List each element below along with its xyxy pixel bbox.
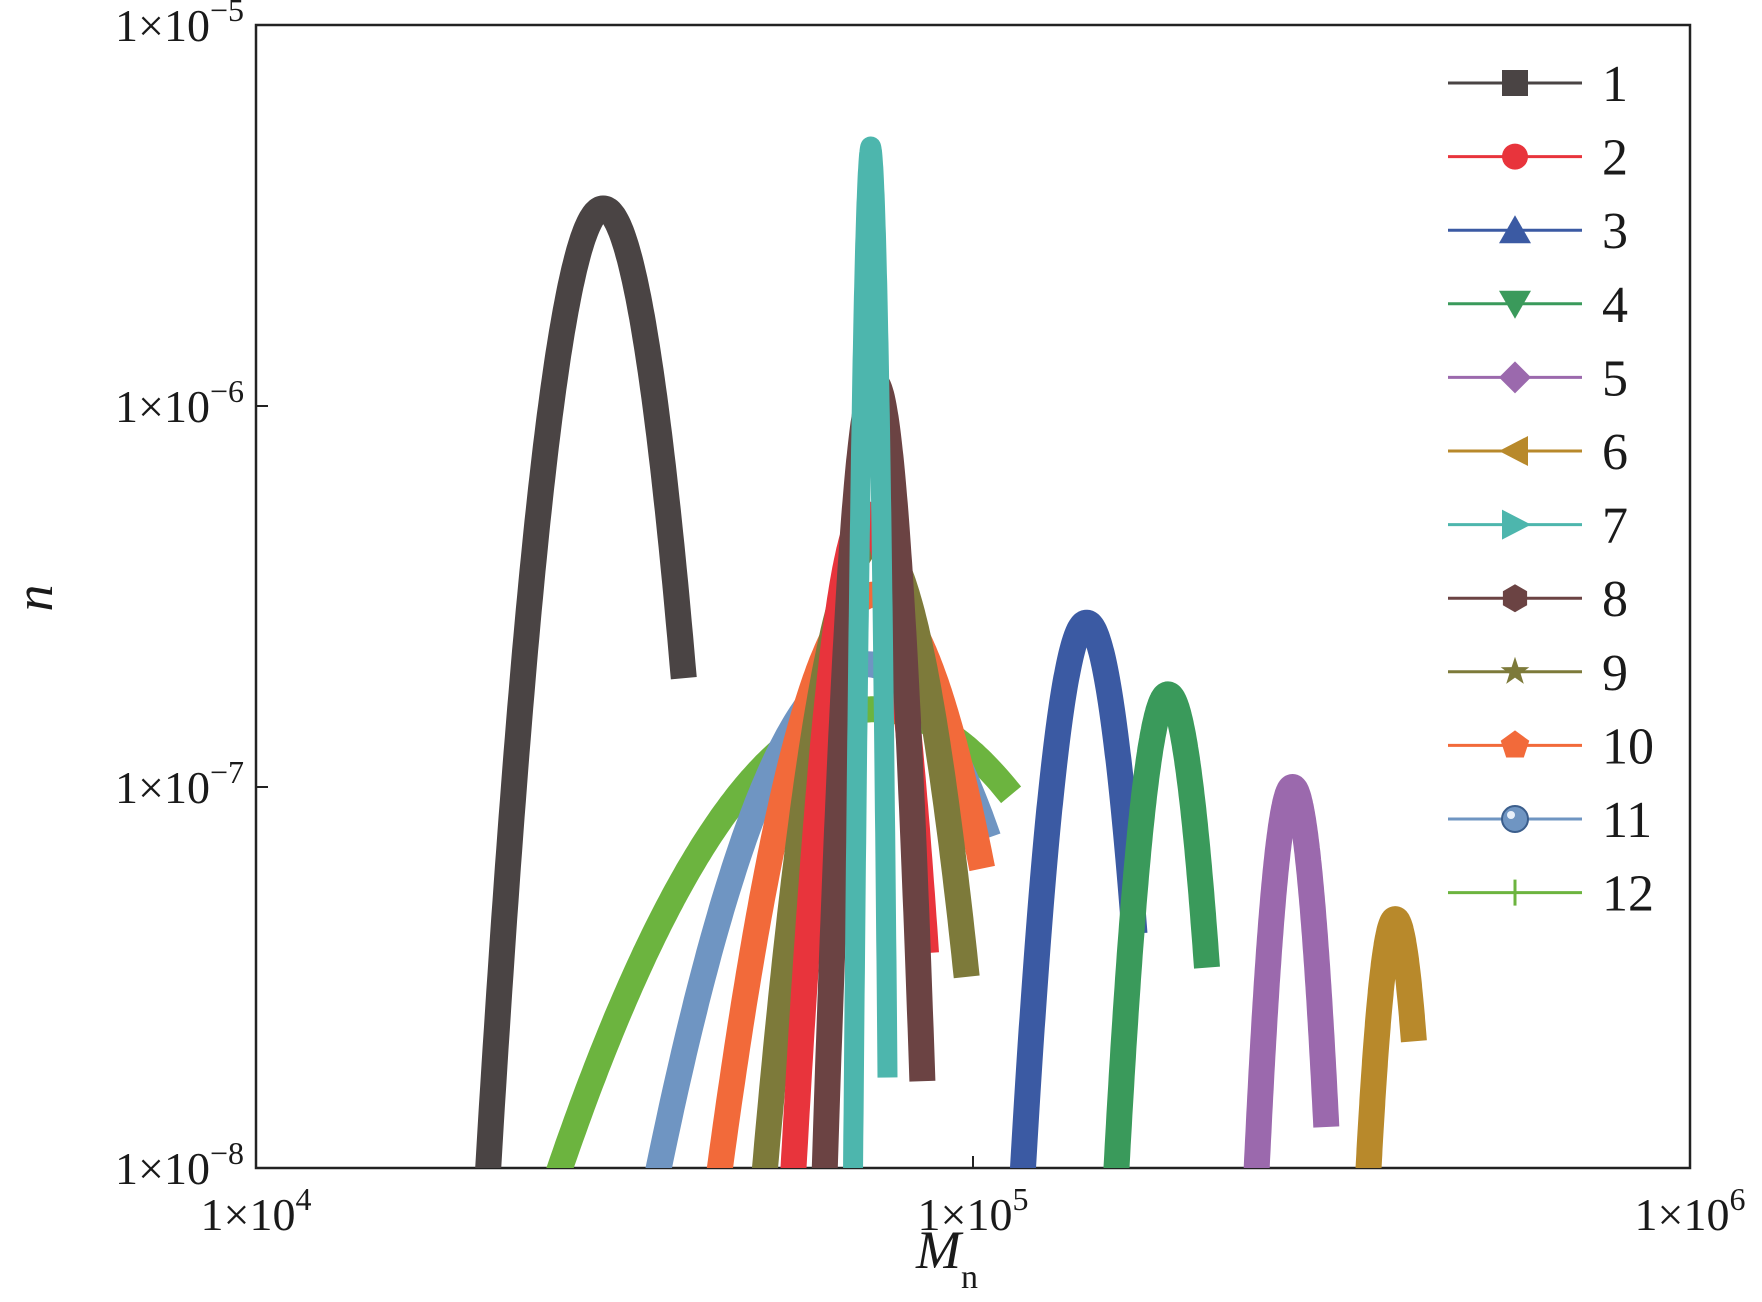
legend-item-11: 11	[1448, 792, 1652, 849]
x-tick-label: 1×105	[918, 1181, 1029, 1240]
legend-item-4: 4	[1448, 277, 1628, 334]
legend-label: 10	[1602, 718, 1654, 775]
y-tick-label: 1×10−8	[115, 1135, 244, 1194]
x-tick-label: 1×106	[1635, 1181, 1746, 1240]
x-axis-label-sub: n	[961, 1259, 978, 1296]
series-4-line	[1103, 681, 1220, 1168]
legend-label: 12	[1602, 866, 1654, 923]
series-layer	[475, 136, 1427, 1168]
x-tick-label: 1×104	[201, 1181, 312, 1240]
legend-label: 7	[1602, 498, 1628, 555]
legend-item-10: 10	[1448, 718, 1654, 775]
legend-label: 8	[1602, 571, 1628, 628]
legend-item-8: 8	[1448, 571, 1628, 628]
legend-item-2: 2	[1448, 130, 1628, 187]
legend-label: 5	[1602, 350, 1628, 407]
y-tick-label: 1×10−5	[115, 0, 244, 51]
legend-label: 2	[1602, 130, 1628, 187]
legend-label: 9	[1602, 645, 1628, 702]
legend-label: 4	[1602, 277, 1628, 334]
plot-frame	[254, 23, 1692, 1170]
legend-marker-square	[1502, 70, 1528, 96]
legend-label: 1	[1602, 56, 1628, 113]
legend-item-3: 3	[1448, 203, 1628, 260]
series-7-line	[843, 136, 898, 1168]
series-1-line	[475, 195, 697, 1168]
series-5-line	[1243, 774, 1340, 1168]
legend-item-12: 12	[1448, 866, 1654, 923]
y-tick-label: 1×10−7	[115, 754, 244, 813]
legend-label: 11	[1602, 792, 1652, 849]
legend-marker-diamond	[1499, 361, 1531, 394]
legend-item-9: 9	[1448, 645, 1628, 702]
legend-marker-triangle-left	[1499, 436, 1528, 466]
legend-marker-pentagon	[1500, 730, 1530, 758]
legend-label: 6	[1602, 424, 1628, 481]
legend-marker-triangle-down	[1499, 290, 1531, 319]
legend-item-6: 6	[1448, 424, 1628, 481]
legend-marker-hexagon	[1502, 584, 1528, 613]
legend-marker-triangle-up	[1499, 215, 1531, 244]
legend-item-5: 5	[1448, 350, 1628, 407]
x-axis-label: Mn	[915, 1220, 978, 1296]
legend-marker-sphere	[1501, 805, 1529, 833]
legend-label: 3	[1602, 203, 1628, 260]
legend-item-1: 1	[1448, 56, 1628, 113]
y-axis-label: n	[4, 585, 64, 612]
y-tick-label: 1×10−6	[115, 373, 244, 432]
series-3-line	[1009, 609, 1148, 1168]
x-axis-label-main: M	[915, 1220, 964, 1280]
series-6-line	[1355, 906, 1427, 1168]
legend-item-7: 7	[1448, 498, 1628, 555]
ticks-layer: 1×104 1×105 1×106 1×10−5 1×10−6 1×10−7 1×10−8	[115, 0, 1745, 1240]
legend-marker-triangle-right	[1502, 509, 1531, 540]
legend-marker-star	[1500, 656, 1530, 684]
legend-marker-circle	[1502, 143, 1528, 170]
